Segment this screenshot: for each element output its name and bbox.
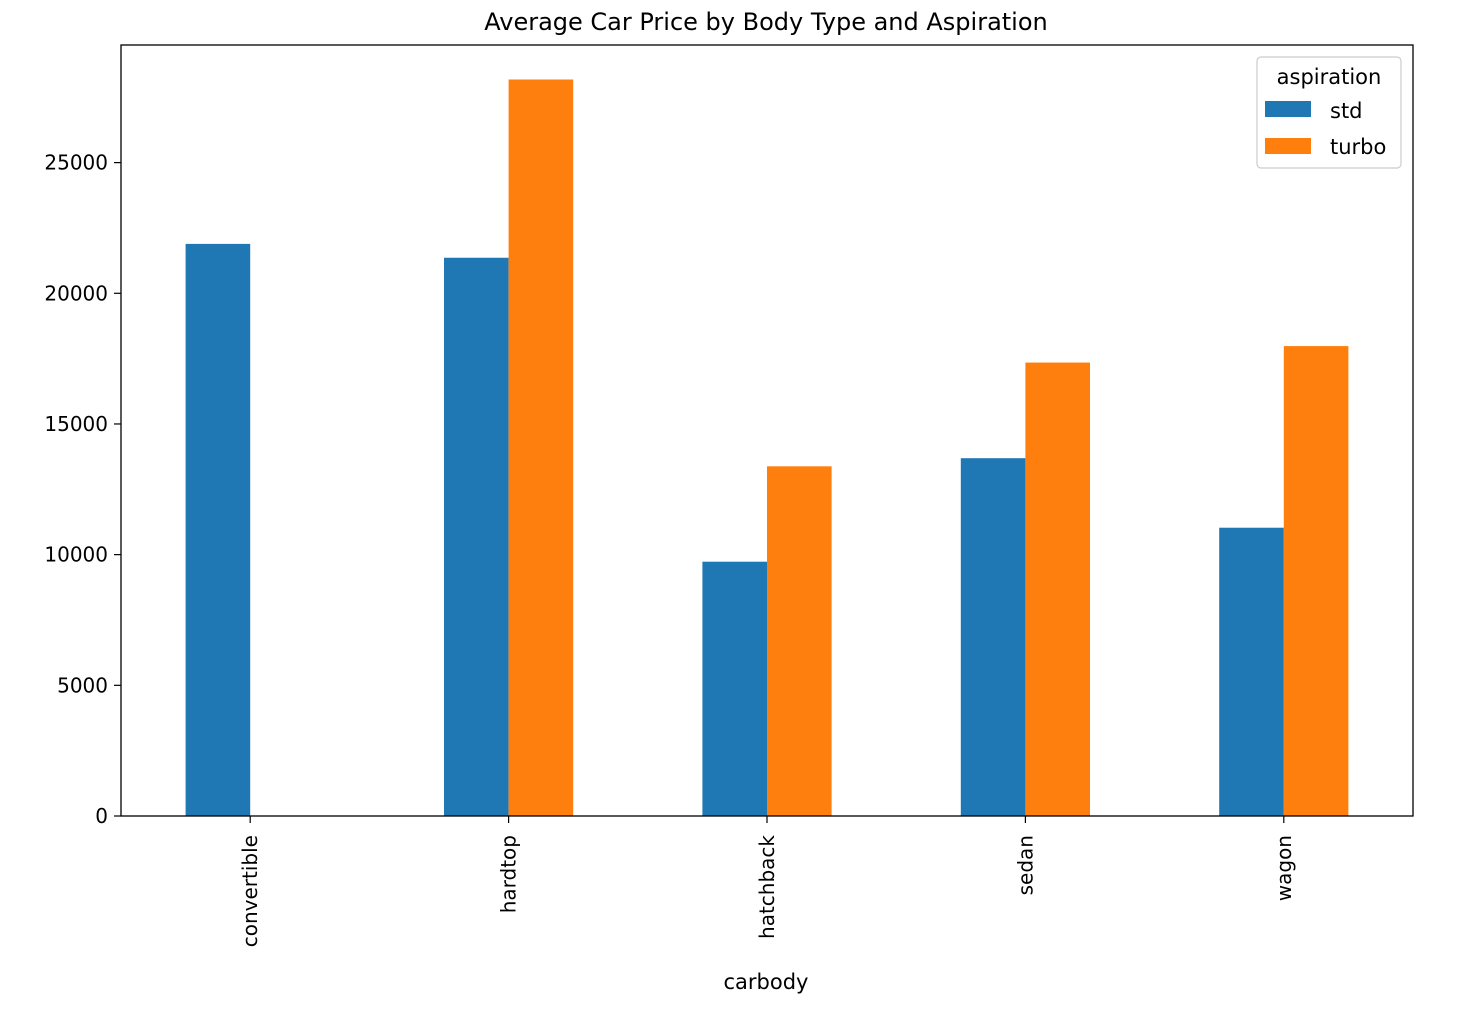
bar-convertible-std <box>185 243 251 816</box>
x-tick-label: sedan <box>1013 835 1037 895</box>
legend-swatch-turbo <box>1265 138 1311 154</box>
legend: aspiration std turbo <box>1256 56 1402 169</box>
y-axis: 0 5000 10000 15000 20000 25000 <box>44 151 121 828</box>
y-tick-label: 10000 <box>44 543 108 567</box>
legend-title: aspiration <box>1277 65 1382 89</box>
bar-hardtop-std <box>444 257 509 816</box>
bar-wagon-std <box>1219 527 1284 816</box>
y-tick-label: 5000 <box>57 673 108 697</box>
x-tick-label: wagon <box>1272 835 1296 901</box>
legend-label-turbo: turbo <box>1330 135 1386 159</box>
legend-swatch-std <box>1265 101 1311 117</box>
y-tick-label: 15000 <box>44 412 108 436</box>
y-tick-label: 0 <box>95 804 108 828</box>
x-axis: convertible hardtop hatchback sedan wagon <box>238 816 1296 947</box>
y-tick-label: 25000 <box>44 151 108 175</box>
x-tick-label: hardtop <box>497 835 521 913</box>
bar-sedan-turbo <box>1025 362 1090 816</box>
bars-group <box>185 79 1349 816</box>
x-axis-label: carbody <box>724 970 809 994</box>
x-tick-label: hatchback <box>755 835 779 939</box>
bar-sedan-std <box>960 458 1026 816</box>
legend-label-std: std <box>1330 99 1363 123</box>
bar-hatchback-std <box>702 561 767 816</box>
bar-wagon-turbo <box>1283 346 1349 816</box>
x-tick-label: convertible <box>238 835 262 947</box>
y-tick-label: 20000 <box>44 281 108 305</box>
chart-title: Average Car Price by Body Type and Aspir… <box>484 8 1048 36</box>
bar-hatchback-turbo <box>767 466 832 816</box>
bar-hardtop-turbo <box>508 79 574 816</box>
